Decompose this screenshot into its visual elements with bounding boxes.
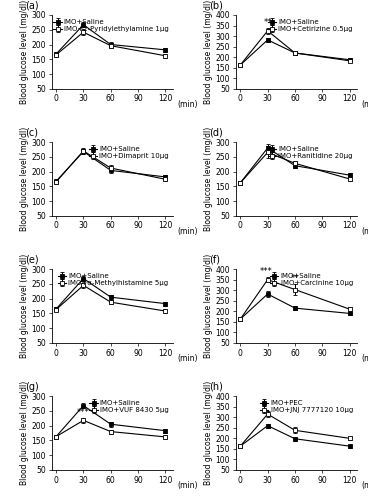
Legend: IMO+Saline, IMO+Ranitidine 20μg: IMO+Saline, IMO+Ranitidine 20μg — [267, 146, 354, 160]
Text: (min): (min) — [361, 100, 368, 109]
Legend: IMO+Saline, IMO+Cetirizine 0.5μg: IMO+Saline, IMO+Cetirizine 0.5μg — [267, 18, 354, 33]
Text: (min): (min) — [177, 481, 197, 490]
Y-axis label: Blood glucose level (mg/dl): Blood glucose level (mg/dl) — [20, 0, 29, 104]
Y-axis label: Blood glucose level (mg/dl): Blood glucose level (mg/dl) — [20, 381, 29, 485]
Text: (min): (min) — [361, 354, 368, 363]
Text: (f): (f) — [209, 254, 220, 264]
Text: (c): (c) — [25, 128, 38, 138]
Y-axis label: Blood glucose level (mg/dl): Blood glucose level (mg/dl) — [204, 254, 213, 358]
Legend: IMO+Saline, IMO+α-Methylhistamine 5μg: IMO+Saline, IMO+α-Methylhistamine 5μg — [57, 272, 169, 287]
Y-axis label: Blood glucose level (mg/dl): Blood glucose level (mg/dl) — [20, 127, 29, 231]
Legend: IMO+Saline, IMO+Carcinine 10μg: IMO+Saline, IMO+Carcinine 10μg — [269, 272, 354, 287]
Text: **: ** — [291, 274, 299, 283]
Text: (h): (h) — [209, 382, 223, 392]
Legend: IMO+PEC, IMO+JNJ 7777120 10μg: IMO+PEC, IMO+JNJ 7777120 10μg — [259, 400, 354, 414]
Text: ***: *** — [259, 267, 272, 276]
Text: (min): (min) — [361, 227, 368, 236]
Y-axis label: Blood glucose level (mg/dl): Blood glucose level (mg/dl) — [204, 127, 213, 231]
Text: ***: *** — [77, 408, 90, 417]
Text: (min): (min) — [177, 100, 197, 109]
Legend: IMO+Saline, IMO+VUF 8430 5μg: IMO+Saline, IMO+VUF 8430 5μg — [89, 400, 169, 414]
Text: (a): (a) — [25, 0, 39, 10]
Text: (e): (e) — [25, 254, 39, 264]
Text: (d): (d) — [209, 128, 223, 138]
Text: (min): (min) — [361, 481, 368, 490]
Text: (g): (g) — [25, 382, 39, 392]
Text: (min): (min) — [177, 227, 197, 236]
Y-axis label: Blood glucose level (mg/dl): Blood glucose level (mg/dl) — [204, 0, 213, 104]
Text: (min): (min) — [177, 354, 197, 363]
Y-axis label: Blood glucose level (mg/dl): Blood glucose level (mg/dl) — [20, 254, 29, 358]
Legend: IMO+Saline, IMO+2-Pyridylethylamine 1μg: IMO+Saline, IMO+2-Pyridylethylamine 1μg — [53, 18, 169, 33]
Text: (b): (b) — [209, 0, 223, 10]
Text: **: ** — [263, 18, 272, 26]
Y-axis label: Blood glucose level (mg/dl): Blood glucose level (mg/dl) — [204, 381, 213, 485]
Legend: IMO+Saline, IMO+Dimaprit 10μg: IMO+Saline, IMO+Dimaprit 10μg — [88, 146, 169, 160]
